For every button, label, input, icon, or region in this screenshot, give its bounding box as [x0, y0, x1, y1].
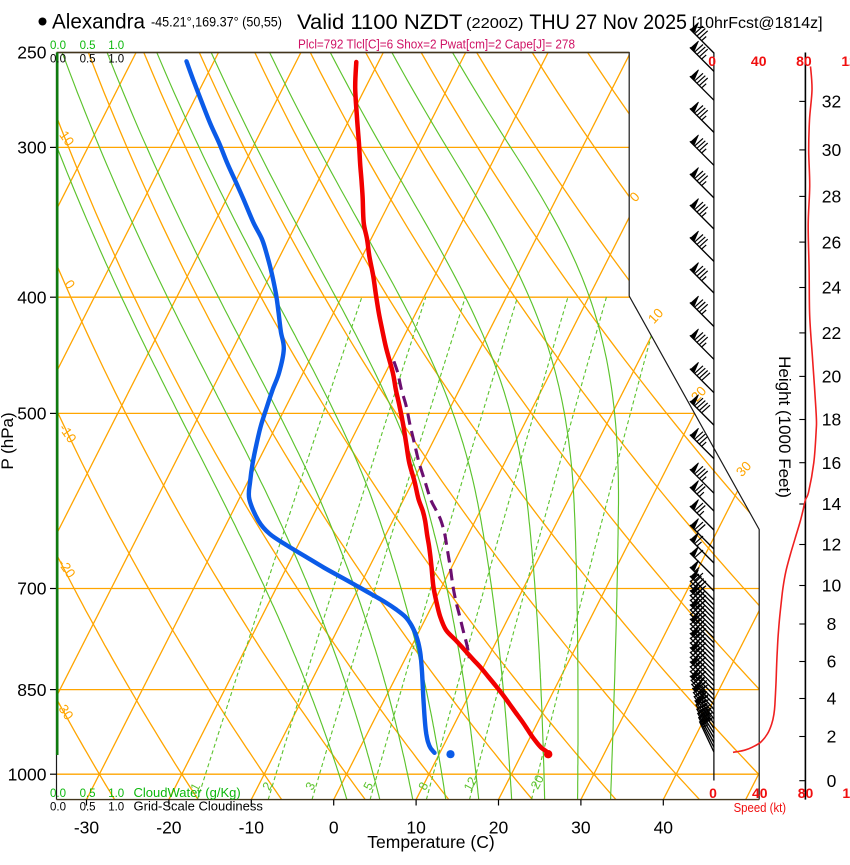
svg-text:Plcl=792 Tlcl[C]=6 Shox=2 Pwat: Plcl=792 Tlcl[C]=6 Shox=2 Pwat[cm]=2 Cap…: [298, 37, 575, 52]
svg-text:0.5: 0.5: [80, 40, 96, 52]
svg-text:0.0: 0.0: [50, 788, 66, 800]
svg-text:Grid-Scale Cloudiness: Grid-Scale Cloudiness: [134, 799, 264, 814]
svg-text:0.5: 0.5: [80, 788, 96, 800]
svg-text:120: 120: [842, 785, 850, 801]
svg-text:40: 40: [752, 785, 768, 801]
svg-text:P (hPa): P (hPa): [0, 412, 17, 469]
svg-text:24: 24: [822, 278, 842, 298]
svg-text:0.0: 0.0: [50, 802, 66, 814]
svg-text:0: 0: [709, 785, 717, 801]
svg-text:850: 850: [17, 680, 46, 700]
svg-text:Speed (kt): Speed (kt): [734, 801, 787, 815]
svg-text:0: 0: [329, 818, 339, 838]
svg-text:22: 22: [822, 323, 841, 343]
svg-text:THU 27 Nov 2025: THU 27 Nov 2025: [529, 11, 687, 34]
svg-text:1.0: 1.0: [108, 54, 124, 66]
svg-text:80: 80: [798, 785, 814, 801]
svg-text:0.5: 0.5: [80, 54, 96, 66]
svg-text:40: 40: [654, 818, 674, 838]
svg-text:30: 30: [822, 140, 842, 160]
svg-text:-20: -20: [156, 818, 182, 838]
svg-text:2: 2: [827, 727, 837, 747]
svg-text:0.0: 0.0: [50, 54, 66, 66]
svg-text:26: 26: [822, 232, 841, 252]
svg-text:700: 700: [17, 579, 46, 599]
svg-text:[10hrFcst@1814z]: [10hrFcst@1814z]: [692, 15, 823, 32]
svg-text:400: 400: [17, 287, 46, 307]
svg-text:Temperature (C): Temperature (C): [367, 832, 494, 852]
svg-text:20: 20: [822, 367, 842, 387]
svg-text:500: 500: [17, 404, 46, 424]
svg-text:120: 120: [841, 53, 850, 69]
svg-text:250: 250: [17, 43, 46, 63]
svg-text:30: 30: [571, 818, 591, 838]
svg-text:Height (1000 Feet): Height (1000 Feet): [775, 356, 794, 498]
svg-text:4: 4: [827, 689, 837, 709]
svg-text:1.0: 1.0: [108, 40, 124, 52]
svg-text:0.0: 0.0: [50, 40, 66, 52]
svg-text:32: 32: [822, 92, 841, 112]
svg-text:0: 0: [827, 771, 837, 791]
svg-text:Valid 1100 NZDT: Valid 1100 NZDT: [297, 11, 463, 34]
svg-text:12: 12: [822, 535, 841, 555]
svg-text:8: 8: [827, 614, 837, 634]
svg-text:1.0: 1.0: [108, 802, 124, 814]
svg-text:40: 40: [751, 53, 767, 69]
svg-text:6: 6: [827, 652, 837, 672]
svg-text:28: 28: [822, 187, 841, 207]
svg-text:18: 18: [822, 410, 841, 430]
svg-text:0.5: 0.5: [80, 802, 96, 814]
svg-text:1000: 1000: [8, 764, 47, 784]
svg-text:10: 10: [822, 576, 842, 596]
svg-text:Alexandra: Alexandra: [52, 10, 145, 34]
svg-text:300: 300: [17, 138, 46, 158]
svg-text:1.0: 1.0: [108, 788, 124, 800]
svg-text:-30: -30: [74, 818, 100, 838]
svg-text:-10: -10: [239, 818, 265, 838]
svg-text:14: 14: [822, 494, 842, 514]
svg-text:80: 80: [796, 53, 812, 69]
svg-text:-45.21°,169.37° (50,55): -45.21°,169.37° (50,55): [151, 15, 282, 30]
svg-text:16: 16: [822, 453, 841, 473]
svg-text:(2200Z): (2200Z): [466, 15, 524, 32]
